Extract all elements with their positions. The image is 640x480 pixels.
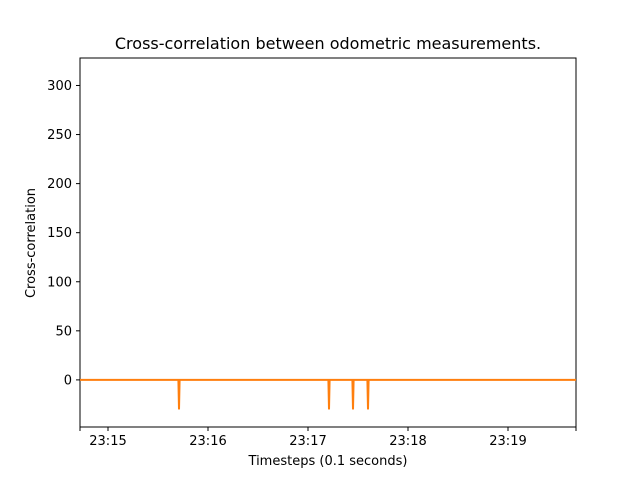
y-tick-label: 0 — [64, 373, 72, 388]
y-tick-label: 300 — [47, 79, 72, 94]
x-tick-label: 23:17 — [289, 434, 326, 449]
y-tick-label: 200 — [47, 177, 72, 192]
x-axis: 23:15 23:16 23:17 23:18 23:19 — [79, 427, 577, 449]
chart-title: Cross-correlation between odometric meas… — [115, 34, 541, 53]
y-axis: 0 50 100 150 200 250 300 — [47, 79, 80, 388]
x-axis-label: Timesteps (0.1 seconds) — [248, 454, 408, 469]
series-layer — [80, 378, 576, 410]
y-tick-label: 100 — [47, 275, 72, 290]
y-axis-label: Cross-correlation — [24, 188, 39, 298]
x-tick-label: 23:18 — [389, 434, 426, 449]
x-tick-label: 23:19 — [489, 434, 526, 449]
plot-frame — [79, 57, 577, 428]
y-tick-label: 250 — [47, 128, 72, 143]
y-tick-label: 150 — [47, 226, 72, 241]
plot-area — [79, 57, 577, 428]
y-tick-label: 50 — [55, 324, 72, 339]
x-tick-label: 23:16 — [189, 434, 226, 449]
x-tick-label: 23:15 — [89, 434, 126, 449]
